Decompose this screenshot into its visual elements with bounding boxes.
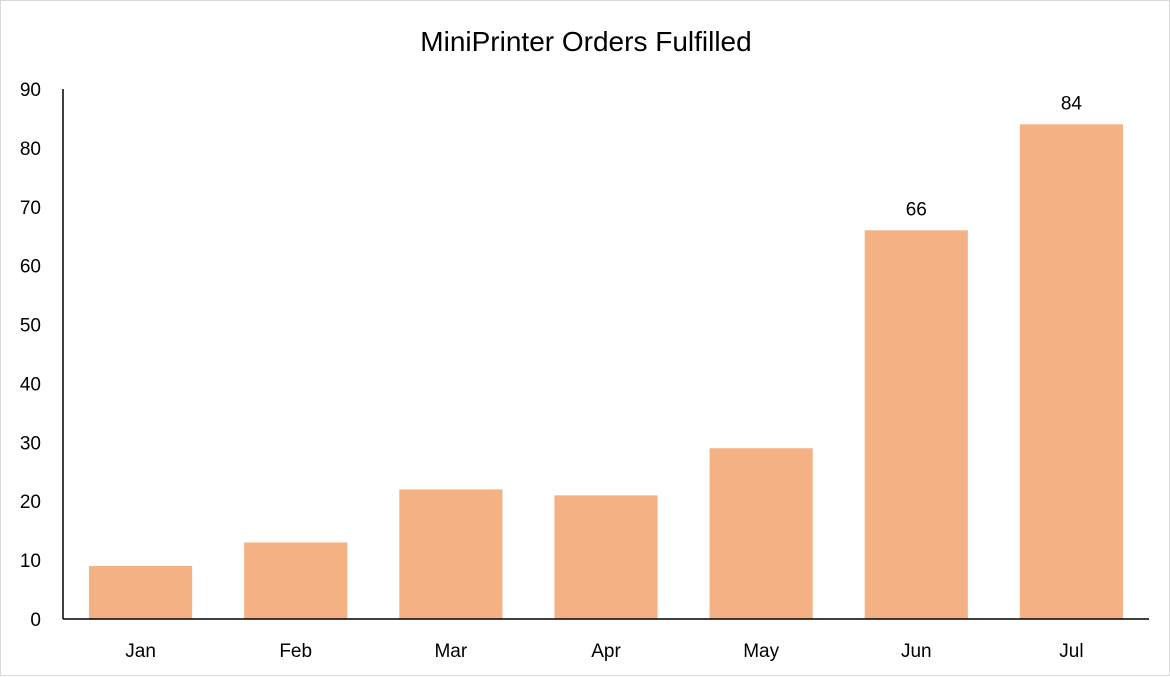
x-tick-label: Mar xyxy=(434,641,467,662)
y-tick-label: 70 xyxy=(20,198,41,219)
bar-may xyxy=(709,448,813,619)
y-tick-label: 30 xyxy=(20,433,41,454)
x-tick-label: Feb xyxy=(279,641,312,662)
x-tick-label: Apr xyxy=(591,641,621,662)
x-tick-label: Jan xyxy=(125,641,156,662)
bars-group xyxy=(88,124,1124,620)
x-axis-ticks: Jan Feb Mar Apr May Jun Jul xyxy=(125,641,1083,662)
y-tick-label: 10 xyxy=(20,551,41,572)
x-tick-label: Jun xyxy=(901,641,932,662)
data-labels-group: 66 84 xyxy=(906,93,1083,220)
data-label: 66 xyxy=(906,199,927,220)
bar-apr xyxy=(554,495,658,619)
bar-jul xyxy=(1019,124,1124,619)
data-label: 84 xyxy=(1061,93,1083,114)
y-tick-label: 40 xyxy=(20,374,41,395)
bar-jan xyxy=(88,566,193,619)
y-tick-label: 20 xyxy=(20,492,41,513)
bar-jun xyxy=(864,230,968,620)
y-tick-label: 90 xyxy=(20,80,41,101)
bar-mar xyxy=(399,489,503,619)
y-axis-ticks: 0 10 20 30 40 50 60 70 80 90 xyxy=(20,80,41,631)
bar-feb xyxy=(244,542,348,619)
y-tick-label: 80 xyxy=(20,139,41,160)
x-tick-label: Jul xyxy=(1059,641,1083,662)
y-tick-label: 50 xyxy=(20,316,41,337)
y-tick-label: 60 xyxy=(20,257,41,278)
y-tick-label: 0 xyxy=(30,610,41,631)
chart-title: MiniPrinter Orders Fulfilled xyxy=(420,26,751,57)
x-tick-label: May xyxy=(743,641,779,662)
